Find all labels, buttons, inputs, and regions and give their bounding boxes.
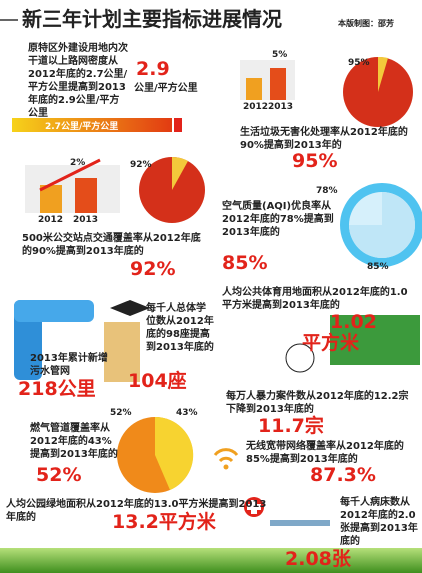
road-big: 2.9: [136, 58, 170, 80]
garbage-big: 95%: [292, 150, 338, 172]
air-label-2012: 78%: [316, 186, 338, 196]
air-text: 空气质量(AQI)优良率从2012年底的78%提高到2013年底的: [222, 201, 334, 238]
sports-big: 1.02: [330, 311, 377, 333]
air-label-2013: 85%: [367, 262, 389, 272]
school-text: 每千人总体学位数从2012年底的98座提高到2013年底的: [146, 303, 214, 353]
garbage-year: 2012: [243, 102, 269, 112]
gas-big: 52%: [36, 464, 82, 486]
garbage-bar-label: 5%: [272, 50, 288, 60]
bus-year: 2012: [38, 215, 64, 225]
hospital-big: 2.08张: [285, 548, 351, 570]
title: 新三年计划主要指标进展情况: [22, 7, 282, 31]
garbage-pie-label: 95%: [348, 58, 370, 68]
bus-big: 92%: [130, 258, 176, 280]
garbage-text: 生活垃圾无害化处理率从2012年底的90%提高到2013年的: [240, 127, 408, 151]
road-bar-label: 2.7公里/平方公里: [45, 122, 119, 132]
broadband-big: 87.3%: [310, 464, 376, 486]
air-big: 85%: [222, 252, 268, 274]
bus-text: 500米公交站点交通覆盖率从2012年底的90%提高到2013年底的: [22, 233, 201, 257]
road-unit: 公里/平方公里: [134, 83, 198, 94]
hospital-text: 每千人病床数从2012年底的2.0张提高到2013年底的: [340, 497, 418, 547]
gas-text: 燃气管道覆盖率从2012年底的43%提高到2013年底的: [30, 423, 118, 460]
crime-text: 每万人暴力案件数从2012年底的12.2宗下降到2013年底的: [226, 391, 409, 415]
sewer-text: 2013年累计新增污水管网: [30, 353, 108, 377]
sports-text: 人均公共体育用地面积从2012年底的1.0平方米提高到2013年底的: [222, 287, 408, 311]
road-text: 原特区外建设用地内次干道以上路网密度从2012年底的2.7公里/平方公里提高到2…: [28, 43, 128, 119]
bus-bar-label: 2%: [70, 158, 86, 168]
sports-unit: 平方米: [302, 332, 360, 354]
broadband-text: 无线宽带网络覆盖率从2012年底的85%提高到2013年底的: [246, 441, 404, 465]
green-text: 人均公园绿地面积从2012年底的13.0平方米提高到2013年底的: [6, 499, 267, 523]
crime-big: 11.7宗: [258, 415, 324, 437]
gas-label-2012: 43%: [176, 408, 198, 418]
credit: 本版制图：邵芳: [338, 19, 394, 28]
school-big: 104座: [128, 370, 187, 392]
bus-year: 2013: [73, 215, 99, 225]
bus-pie-label: 92%: [130, 160, 152, 170]
sewer-big: 218公里: [18, 378, 96, 400]
green-big: 13.2平方米: [112, 511, 216, 533]
gas-label-2013: 52%: [110, 408, 132, 418]
garbage-year: 2013: [268, 102, 294, 112]
